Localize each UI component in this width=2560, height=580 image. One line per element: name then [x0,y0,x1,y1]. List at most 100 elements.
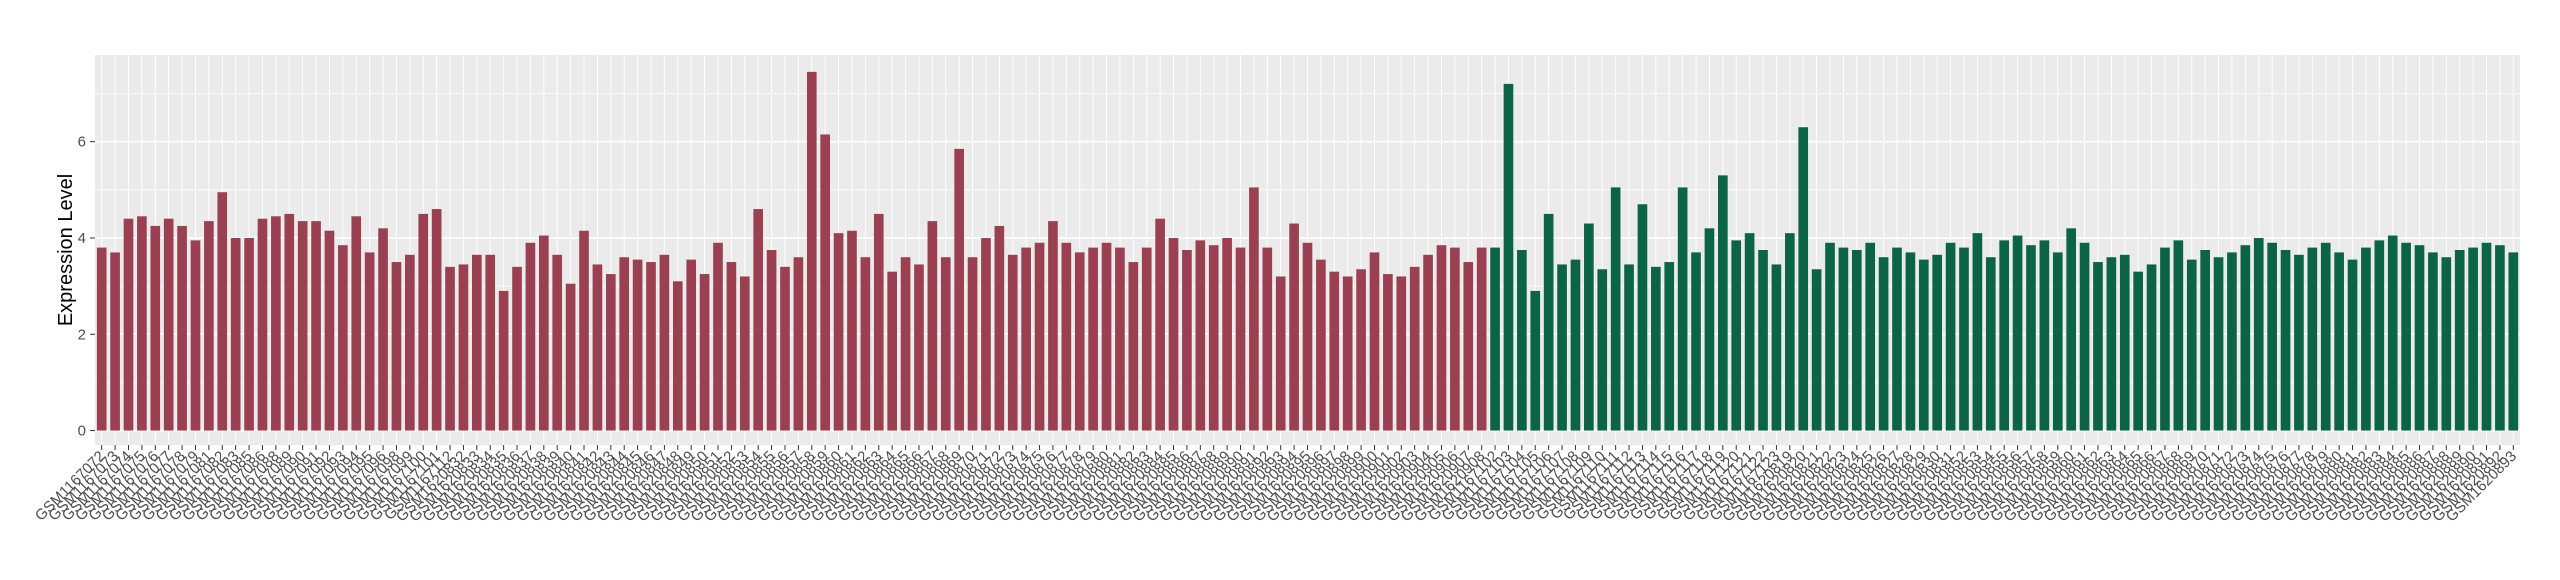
bar [1235,247,1246,431]
bar [418,213,429,431]
bar [137,216,147,431]
bar [2119,254,2130,431]
bar [2026,245,2036,431]
bar [1396,276,1407,431]
bar [766,250,777,431]
bar [1637,204,1648,431]
bar [1878,257,1889,431]
bar [1262,247,1273,431]
bar [2227,252,2237,431]
bar [1664,262,1675,431]
bar [739,276,750,431]
bar [1436,245,1447,431]
bar [605,274,616,431]
bar [2481,242,2492,431]
bar [1168,237,1179,431]
bar [552,254,563,431]
bar [2039,240,2050,431]
bar [2253,237,2264,431]
bar [311,221,321,431]
bar [2294,254,2304,431]
bar [1784,233,1795,431]
bar [2441,257,2452,431]
bar [806,71,817,431]
bar [1851,250,1862,431]
bar [847,230,857,431]
bars [96,71,2519,431]
bar [472,254,482,431]
bar [1704,228,1715,431]
bar [445,266,455,431]
bar [2079,242,2090,431]
bar [1222,237,1232,431]
bar [592,264,603,431]
bar [1329,271,1340,431]
bar [914,264,924,431]
bar [96,247,107,431]
bar [2213,257,2224,431]
bar [1597,269,1608,431]
bar [1450,247,1460,431]
bar [793,257,804,431]
bar [619,257,630,431]
bar [1302,242,1313,431]
bar [820,134,831,431]
bar [2240,245,2251,431]
bar [1409,266,1420,431]
bar [1517,250,1527,431]
bar [1744,233,1755,431]
bar [2186,259,2197,431]
bar [1959,247,1969,431]
bar [2495,245,2505,431]
bar [110,252,120,431]
bar [1892,247,1902,431]
bar [1731,240,1742,431]
bar [1342,276,1353,431]
bar [1905,252,1916,431]
bar [244,237,254,431]
bar [1088,247,1098,431]
bar [257,218,268,431]
bar [1677,187,1688,431]
bar [2414,245,2425,431]
bar [2428,252,2438,431]
bar [2280,250,2291,431]
bar [1918,259,1929,431]
bar [659,254,670,431]
bar [512,266,522,431]
bar [2468,247,2478,431]
bar [2320,242,2331,431]
bar [1155,218,1165,431]
bar [994,225,1005,431]
bar [405,254,415,431]
y-tick-label: 6 [78,134,86,151]
bar [190,240,201,431]
bar [1771,264,1782,431]
bar [686,259,697,431]
bar [1972,233,1983,431]
bar [565,283,576,431]
bar [1208,245,1219,431]
bar [833,233,844,431]
bar [900,257,911,431]
bar [351,216,362,431]
bar [1141,247,1152,431]
bar [713,242,723,431]
bar [230,237,241,431]
bar [284,213,295,431]
bar [1557,264,1567,431]
bar [1758,250,1768,431]
bar [1356,269,1366,431]
x-axis: GSM1167072GSM1167073GSM1167074GSM1167075… [32,445,2520,525]
bar [860,257,871,431]
bar [1503,83,1514,431]
bar [2173,240,2184,431]
bar [1101,242,1112,431]
bar [1570,259,1581,431]
bar [1932,254,1943,431]
bar [873,213,884,431]
bar [1128,262,1139,431]
bar [2508,252,2519,431]
bar [1543,213,1554,431]
bar [954,148,964,431]
